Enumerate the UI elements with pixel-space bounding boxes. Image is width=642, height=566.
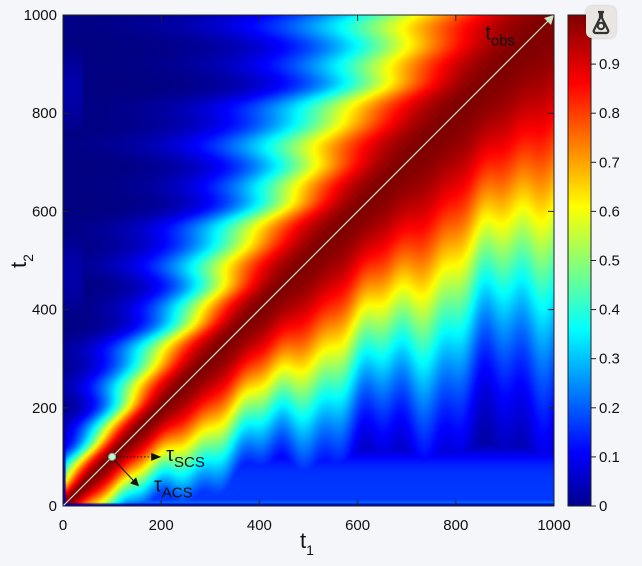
y-axis-ticks: 0 200 400 600 800 1000 bbox=[24, 7, 554, 515]
colorbar-tick-label: 0.5 bbox=[599, 253, 620, 270]
marked-point bbox=[108, 452, 117, 461]
flask-icon bbox=[592, 10, 610, 35]
y-axis-title: t2 bbox=[6, 254, 36, 268]
plot-frame bbox=[62, 14, 555, 507]
annotation-main: τ bbox=[154, 474, 162, 496]
annotation-sub: ACS bbox=[162, 484, 193, 501]
colorbar-tick-label: 0.9 bbox=[599, 56, 620, 73]
colorbar-ticks: 0 0.1 0.2 0.3 0.4 0.5 0.6 0.7 0.8 0.9 bbox=[591, 56, 620, 515]
annotation-main: τ bbox=[166, 444, 174, 466]
corner-tool-button[interactable] bbox=[586, 6, 616, 38]
acs-arrow-line bbox=[113, 459, 135, 482]
x-tick-label: 400 bbox=[247, 517, 272, 534]
x-axis-title: t1 bbox=[300, 528, 314, 558]
colorbar-tick-label: 0.8 bbox=[599, 105, 620, 122]
acs-arrowhead bbox=[130, 477, 140, 487]
colorbar-tick-label: 0 bbox=[599, 498, 607, 515]
colorbar-tick-label: 0.3 bbox=[599, 351, 620, 368]
x-axis-title-sub: 1 bbox=[306, 542, 314, 558]
y-tick-label: 400 bbox=[32, 302, 57, 319]
colorbar-tick-label: 0.1 bbox=[599, 449, 620, 466]
scs-arrowhead bbox=[151, 452, 162, 461]
y-tick-label: 200 bbox=[32, 400, 57, 417]
x-tick-label: 1000 bbox=[537, 517, 570, 534]
diagonal-line bbox=[62, 14, 555, 507]
annotation-sub: SCS bbox=[174, 454, 205, 471]
colorbar-tick-label: 0.2 bbox=[599, 400, 620, 417]
y-tick-label: 600 bbox=[32, 203, 57, 220]
annotation-label: τACS bbox=[154, 474, 193, 501]
x-tick-label: 200 bbox=[149, 517, 174, 534]
colorbar-tick-label: 0.4 bbox=[599, 302, 620, 319]
y-tick-label: 0 bbox=[49, 498, 57, 515]
annotation-main: t bbox=[485, 23, 491, 45]
colorbar bbox=[567, 14, 592, 507]
annotation-label: tobs bbox=[485, 23, 515, 50]
y-axis-title-sub: 2 bbox=[20, 254, 36, 262]
y-axis-title-main: t bbox=[6, 262, 31, 268]
colorbar-tick-label: 0.7 bbox=[599, 154, 620, 171]
y-tick-label: 1000 bbox=[24, 7, 57, 24]
y-tick-label: 800 bbox=[32, 105, 57, 122]
annotation-sub: obs bbox=[491, 33, 515, 50]
x-axis-title-main: t bbox=[300, 528, 306, 553]
x-tick-label: 600 bbox=[345, 517, 370, 534]
x-axis-ticks: 0 200 400 600 800 1000 bbox=[59, 15, 571, 534]
colorbar-tick-label: 0.6 bbox=[599, 203, 620, 220]
annotation-label: τSCS bbox=[166, 444, 205, 471]
x-tick-label: 0 bbox=[59, 517, 67, 534]
diagonal-arrowhead bbox=[544, 15, 554, 25]
x-tick-label: 800 bbox=[443, 517, 468, 534]
